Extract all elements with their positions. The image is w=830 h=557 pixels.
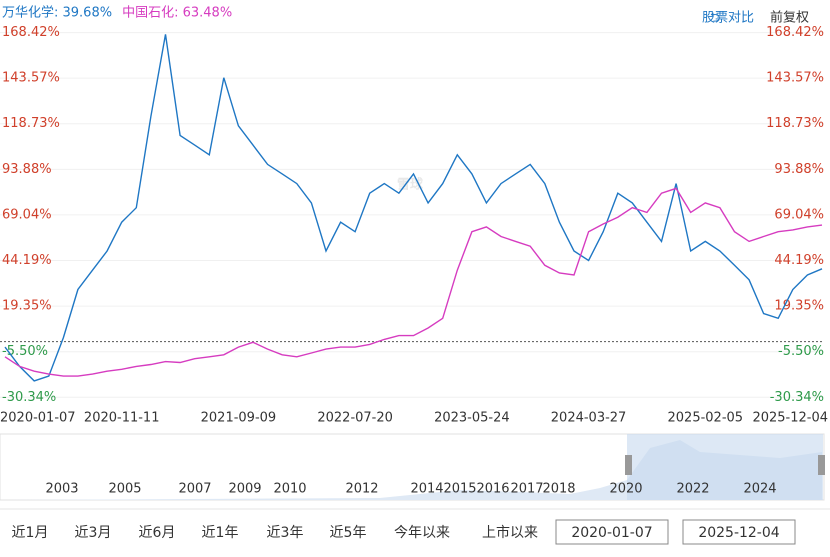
- date-input[interactable]: [555, 519, 669, 545]
- y-tick-label-right: 93.88%: [774, 162, 824, 177]
- y-tick-label-right: 143.57%: [766, 71, 824, 86]
- navigator-year: 2018: [542, 482, 575, 497]
- y-tick-label: -5.50%: [2, 344, 48, 359]
- range-button[interactable]: 上市以来: [482, 524, 538, 541]
- navigator-year: 2010: [273, 482, 306, 497]
- navigator-year: 2012: [345, 482, 378, 497]
- y-tick-label-right: 69.04%: [774, 207, 824, 222]
- y-tick-label-right: -30.34%: [770, 390, 824, 405]
- x-tick-label: 2024-03-27: [551, 411, 627, 426]
- navigator-year: 2017: [510, 482, 543, 497]
- navigator-handle[interactable]: [625, 455, 632, 475]
- x-tick-label: 2021-09-09: [201, 411, 277, 426]
- y-tick-label: 143.57%: [2, 71, 60, 86]
- range-button[interactable]: 近1年: [202, 525, 239, 541]
- y-tick-label-right: -5.50%: [778, 344, 824, 359]
- navigator-year: 2016: [476, 482, 509, 497]
- y-tick-label: -30.34%: [2, 390, 56, 405]
- navigator-year: 2024: [743, 482, 776, 497]
- y-tick-label-right: 118.73%: [766, 116, 824, 131]
- navigator-year: 2014: [410, 482, 443, 497]
- navigator-area: [0, 440, 822, 500]
- navigator-year: 2022: [676, 482, 709, 497]
- range-button[interactable]: 近3月: [75, 525, 112, 541]
- navigator-selection[interactable]: [627, 434, 823, 500]
- legend-entry: 万华化学: 39.68%: [2, 5, 112, 21]
- date-text: 2020-01-07: [571, 525, 652, 541]
- compare-button[interactable]: 股票对比: [702, 11, 754, 26]
- series-line: [4, 34, 823, 382]
- back-icon[interactable]: ⮌: [710, 11, 720, 26]
- navigator-year: 2020: [609, 482, 642, 497]
- x-tick-label: 2022-07-20: [317, 411, 393, 426]
- y-tick-label: 93.88%: [2, 162, 52, 177]
- x-tick-label: 2020-11-11: [84, 411, 160, 426]
- y-tick-label: 168.42%: [2, 25, 60, 40]
- date-input[interactable]: [682, 519, 796, 545]
- legend-entry: 中国石化: 63.48%: [122, 6, 232, 21]
- y-tick-label: 118.73%: [2, 116, 60, 131]
- y-tick-label-right: 168.42%: [766, 25, 824, 40]
- range-button[interactable]: 今年以来: [394, 525, 450, 541]
- y-tick-label: 69.04%: [2, 207, 52, 222]
- x-tick-label: 2020-01-07: [0, 411, 76, 426]
- y-tick-label-right: 44.19%: [774, 253, 824, 268]
- range-button[interactable]: 近3年: [267, 525, 304, 541]
- x-tick-label: 2025-12-04: [752, 411, 828, 426]
- navigator-year: 2005: [108, 482, 141, 497]
- navigator-year: 2015: [443, 482, 476, 497]
- adjust-button[interactable]: 前复权: [770, 10, 809, 26]
- date-text: 2025-12-04: [698, 525, 779, 541]
- range-button[interactable]: 近1月: [12, 525, 49, 541]
- navigator-year: 2007: [178, 482, 211, 497]
- navigator-handle[interactable]: [818, 455, 825, 475]
- x-tick-label: 2025-02-05: [668, 411, 744, 426]
- y-tick-label: 19.35%: [2, 299, 52, 314]
- y-tick-label: 44.19%: [2, 253, 52, 268]
- navigator-year: 2009: [228, 482, 261, 497]
- range-button[interactable]: 近6月: [139, 525, 176, 541]
- series-line: [4, 187, 823, 377]
- x-tick-label: 2023-05-24: [434, 411, 510, 426]
- range-button[interactable]: 近5年: [330, 525, 367, 541]
- navigator-year: 2003: [45, 482, 78, 497]
